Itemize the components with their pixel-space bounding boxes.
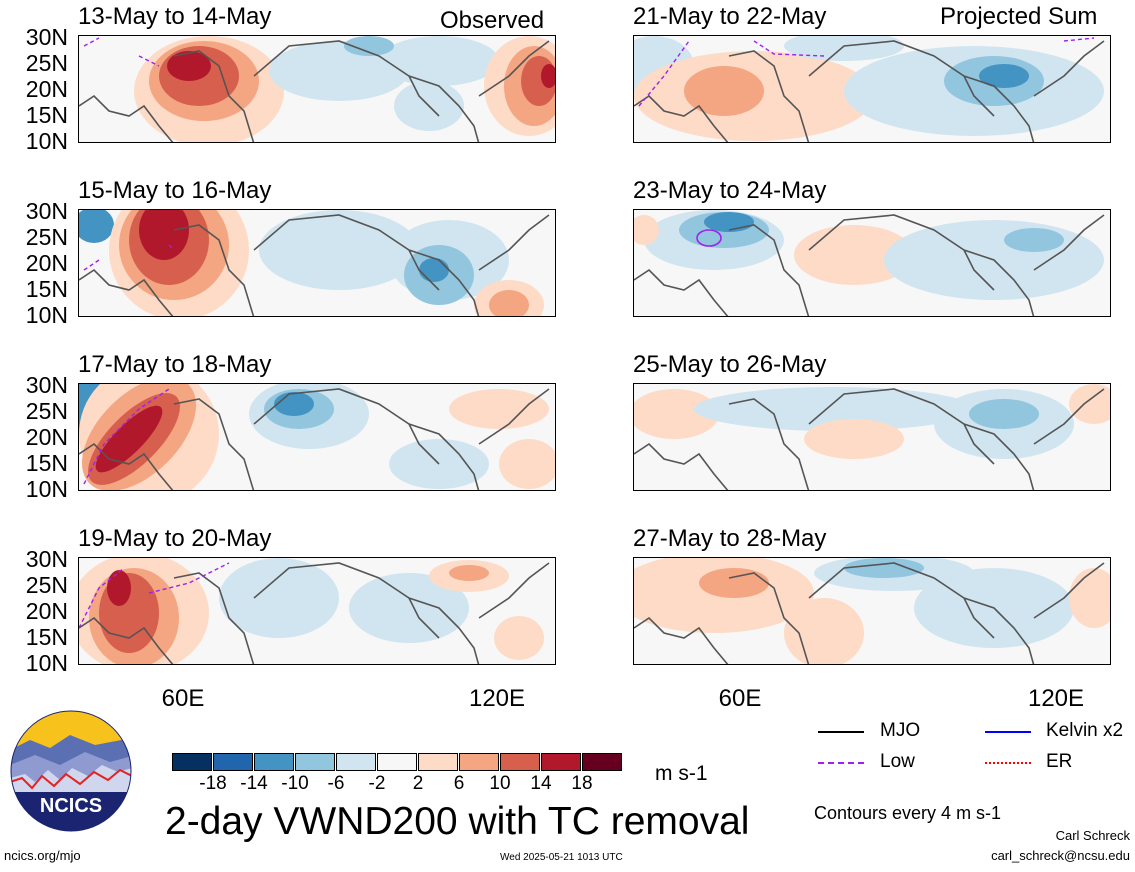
lat-label: 10N (25, 302, 68, 328)
lat-label: 10N (25, 128, 68, 154)
colorbar-tick: -6 (327, 773, 345, 794)
panel-title: 23-May to 24-May (633, 177, 827, 204)
panel-title: 15-May to 16-May (78, 177, 272, 204)
logo-text: NCICS (40, 795, 102, 817)
figure-title: 2-day VWND200 with TC removal (165, 800, 750, 843)
lat-label: 25N (25, 572, 68, 598)
colorbar-tick: -14 (240, 773, 268, 794)
panel-title: 13-May to 14-May (78, 3, 272, 30)
lat-label: 10N (25, 476, 68, 502)
lat-label: 20N (25, 424, 68, 450)
colorbar-swatch (295, 753, 335, 771)
lon-label-60e-right: 60E (718, 685, 762, 712)
low-line-swatch (818, 762, 864, 764)
lat-label: 15N (25, 102, 68, 128)
panel-title: 17-May to 18-May (78, 351, 272, 378)
footer-email[interactable]: carl_schreck@ncsu.edu (991, 848, 1130, 863)
panel-title: 21-May to 22-May (633, 3, 827, 30)
legend-label-er: ER (1046, 751, 1073, 772)
colorbar-swatch (582, 753, 622, 771)
colorbar-swatch (254, 753, 294, 771)
footer-author: Carl Schreck (1055, 828, 1130, 843)
panel-title: 27-May to 28-May (633, 525, 827, 552)
colorbar-tick: 6 (453, 773, 465, 794)
lat-label: 30N (25, 372, 68, 398)
panel-header-observed: Observed (440, 7, 545, 34)
footer-timestamp: Wed 2025-05-21 1013 UTC (500, 852, 623, 863)
map-panel-observed-1 (78, 35, 556, 143)
lat-label: 20N (25, 76, 68, 102)
lat-label: 15N (25, 450, 68, 476)
colorbar-swatch (541, 753, 581, 771)
lat-label: 25N (25, 398, 68, 424)
lon-label-120e-right: 120E (1027, 685, 1085, 712)
lat-label: 15N (25, 276, 68, 302)
legend-label-kelvin: Kelvin x2 (1046, 720, 1124, 741)
colorbar-tick: -18 (199, 773, 227, 794)
legend-label-mjo: MJO (880, 720, 921, 741)
lat-label: 10N (25, 650, 68, 676)
colorbar-swatch (336, 753, 376, 771)
colorbar-swatch (213, 753, 253, 771)
ncics-logo: NCICS (10, 710, 132, 832)
colorbar-swatch (172, 753, 212, 771)
footer-url[interactable]: ncics.org/mjo (4, 848, 81, 863)
lon-label-60e-left: 60E (161, 685, 205, 712)
colorbar-tick: 14 (530, 773, 552, 794)
lat-label: 20N (25, 598, 68, 624)
panel-title: 25-May to 26-May (633, 351, 827, 378)
map-panel-projected-4 (633, 557, 1111, 665)
colorbar-swatch (418, 753, 458, 771)
lat-label: 30N (25, 546, 68, 572)
colorbar-tick: 18 (571, 773, 593, 794)
colorbar-tick: 10 (489, 773, 511, 794)
colorbar-swatch (500, 753, 540, 771)
lat-label: 30N (25, 24, 68, 50)
map-panel-observed-3 (78, 383, 556, 491)
colorbar-swatch (459, 753, 499, 771)
colorbar-units: m s-1 (655, 762, 708, 785)
mjo-line-swatch (818, 731, 864, 733)
map-panel-projected-2 (633, 209, 1111, 317)
colorbar-tick: -10 (281, 773, 309, 794)
map-panel-projected-1 (633, 35, 1111, 143)
lat-label: 25N (25, 224, 68, 250)
lat-label: 30N (25, 198, 68, 224)
colorbar-tick: 2 (412, 773, 424, 794)
panel-header-projected-sum: Projected Sum (940, 3, 1098, 30)
lat-label: 20N (25, 250, 68, 276)
colorbar-tick: -2 (368, 773, 386, 794)
kelvin-line-swatch (985, 731, 1031, 733)
lat-label: 25N (25, 50, 68, 76)
map-panel-observed-4 (78, 557, 556, 665)
lat-label: 15N (25, 624, 68, 650)
er-line-swatch (985, 762, 1031, 764)
panel-title: 19-May to 20-May (78, 525, 272, 552)
contour-note: Contours every 4 m s-1 (814, 803, 1002, 823)
lon-label-120e-left: 120E (468, 685, 526, 712)
legend-label-low: Low (880, 751, 915, 772)
map-panel-observed-2 (78, 209, 556, 317)
map-panel-projected-3 (633, 383, 1111, 491)
colorbar-swatch (377, 753, 417, 771)
